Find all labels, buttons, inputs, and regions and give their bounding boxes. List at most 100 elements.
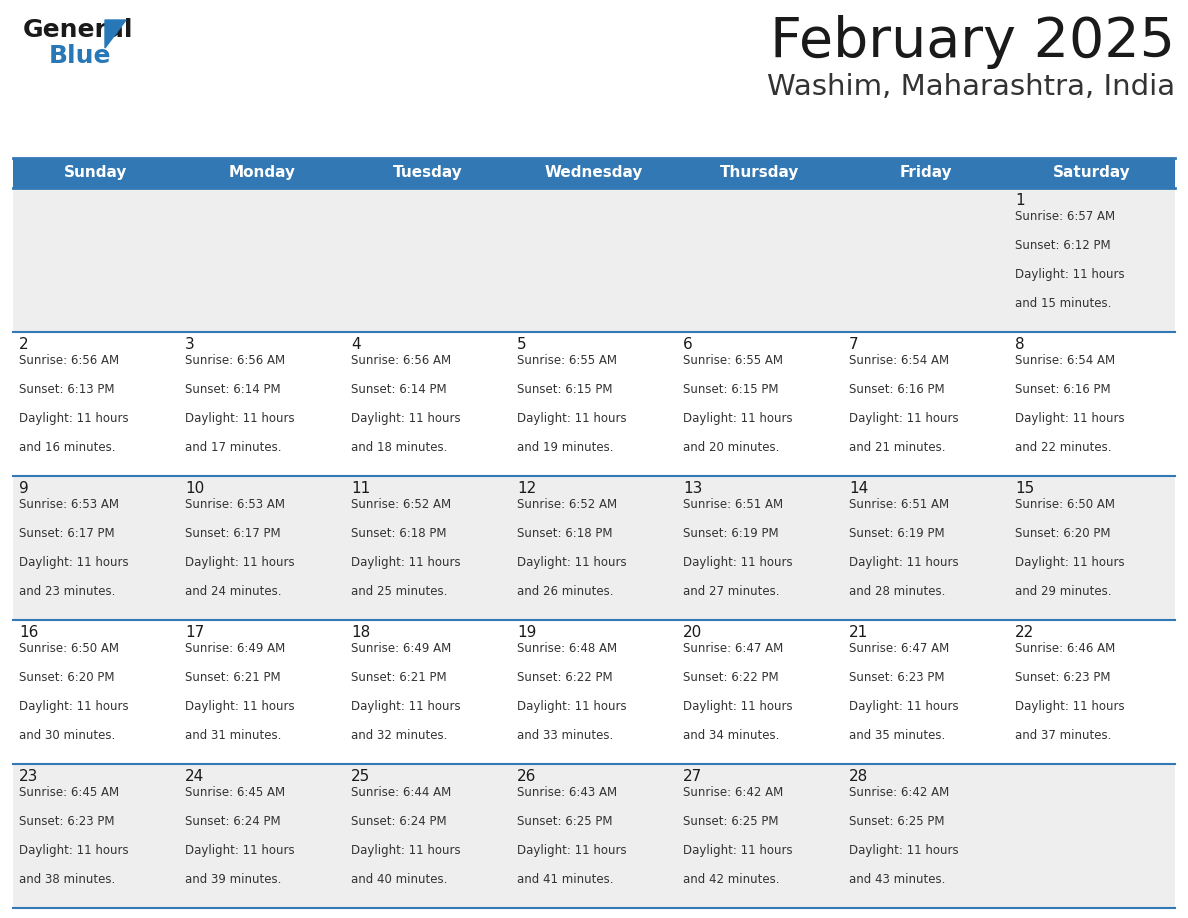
Text: Sunset: 6:23 PM: Sunset: 6:23 PM: [19, 815, 114, 828]
Text: and 15 minutes.: and 15 minutes.: [1015, 297, 1112, 310]
Text: 23: 23: [19, 769, 38, 784]
Text: Daylight: 11 hours: Daylight: 11 hours: [1015, 556, 1125, 569]
Text: Daylight: 11 hours: Daylight: 11 hours: [350, 412, 461, 425]
Bar: [677, 764, 843, 908]
Text: Daylight: 11 hours: Daylight: 11 hours: [19, 556, 128, 569]
Text: February 2025: February 2025: [770, 15, 1175, 69]
Text: Sunrise: 6:52 AM: Sunrise: 6:52 AM: [350, 498, 451, 511]
Bar: [843, 476, 1009, 620]
Text: Sunset: 6:14 PM: Sunset: 6:14 PM: [350, 383, 447, 396]
Text: and 42 minutes.: and 42 minutes.: [683, 873, 779, 886]
Bar: [511, 332, 677, 476]
Bar: [1009, 158, 1175, 188]
Text: 16: 16: [19, 625, 38, 640]
Text: Friday: Friday: [899, 165, 953, 181]
Text: Tuesday: Tuesday: [393, 165, 463, 181]
Bar: [345, 764, 511, 908]
Text: Thursday: Thursday: [720, 165, 800, 181]
Text: and 19 minutes.: and 19 minutes.: [517, 442, 613, 454]
Text: Daylight: 11 hours: Daylight: 11 hours: [683, 412, 792, 425]
Text: General: General: [23, 18, 133, 42]
Text: Daylight: 11 hours: Daylight: 11 hours: [350, 700, 461, 713]
Text: Daylight: 11 hours: Daylight: 11 hours: [1015, 412, 1125, 425]
Text: 22: 22: [1015, 625, 1035, 640]
Text: and 27 minutes.: and 27 minutes.: [683, 585, 779, 599]
Text: Sunset: 6:13 PM: Sunset: 6:13 PM: [19, 383, 114, 396]
Text: Daylight: 11 hours: Daylight: 11 hours: [683, 556, 792, 569]
Text: Sunset: 6:14 PM: Sunset: 6:14 PM: [185, 383, 280, 396]
Text: Wednesday: Wednesday: [545, 165, 643, 181]
Bar: [677, 476, 843, 620]
Text: Sunset: 6:24 PM: Sunset: 6:24 PM: [185, 815, 280, 828]
Text: Daylight: 11 hours: Daylight: 11 hours: [517, 700, 626, 713]
Text: and 21 minutes.: and 21 minutes.: [849, 442, 946, 454]
Text: Sunset: 6:18 PM: Sunset: 6:18 PM: [350, 527, 447, 540]
Text: Daylight: 11 hours: Daylight: 11 hours: [683, 700, 792, 713]
Text: and 43 minutes.: and 43 minutes.: [849, 873, 946, 886]
Text: Sunrise: 6:42 AM: Sunrise: 6:42 AM: [683, 786, 783, 799]
Text: Daylight: 11 hours: Daylight: 11 hours: [849, 700, 959, 713]
Text: Daylight: 11 hours: Daylight: 11 hours: [350, 556, 461, 569]
Text: Sunrise: 6:49 AM: Sunrise: 6:49 AM: [350, 642, 451, 655]
Text: Sunset: 6:22 PM: Sunset: 6:22 PM: [517, 671, 613, 684]
Text: 7: 7: [849, 337, 859, 352]
Text: Sunday: Sunday: [64, 165, 127, 181]
Bar: [1009, 620, 1175, 764]
Text: and 39 minutes.: and 39 minutes.: [185, 873, 282, 886]
Bar: [511, 476, 677, 620]
Bar: [179, 476, 345, 620]
Text: 14: 14: [849, 481, 868, 496]
Text: and 32 minutes.: and 32 minutes.: [350, 729, 448, 742]
Bar: [13, 332, 179, 476]
Text: 21: 21: [849, 625, 868, 640]
Text: Sunrise: 6:54 AM: Sunrise: 6:54 AM: [1015, 354, 1116, 367]
Text: Sunrise: 6:53 AM: Sunrise: 6:53 AM: [19, 498, 119, 511]
Text: 2: 2: [19, 337, 29, 352]
Bar: [345, 620, 511, 764]
Text: Sunset: 6:19 PM: Sunset: 6:19 PM: [683, 527, 778, 540]
Text: Sunrise: 6:50 AM: Sunrise: 6:50 AM: [19, 642, 119, 655]
Bar: [13, 620, 179, 764]
Bar: [13, 188, 179, 332]
Text: Sunrise: 6:45 AM: Sunrise: 6:45 AM: [185, 786, 285, 799]
Text: and 38 minutes.: and 38 minutes.: [19, 873, 115, 886]
Text: Sunrise: 6:53 AM: Sunrise: 6:53 AM: [185, 498, 285, 511]
Text: Daylight: 11 hours: Daylight: 11 hours: [350, 844, 461, 857]
Text: 25: 25: [350, 769, 371, 784]
Text: Daylight: 11 hours: Daylight: 11 hours: [683, 844, 792, 857]
Text: and 25 minutes.: and 25 minutes.: [350, 585, 448, 599]
Text: 4: 4: [350, 337, 361, 352]
Text: Daylight: 11 hours: Daylight: 11 hours: [19, 700, 128, 713]
Text: and 29 minutes.: and 29 minutes.: [1015, 585, 1112, 599]
Text: Sunset: 6:25 PM: Sunset: 6:25 PM: [849, 815, 944, 828]
Bar: [843, 332, 1009, 476]
Bar: [1009, 332, 1175, 476]
Bar: [179, 188, 345, 332]
Bar: [13, 158, 179, 188]
Text: and 35 minutes.: and 35 minutes.: [849, 729, 946, 742]
Text: Sunrise: 6:49 AM: Sunrise: 6:49 AM: [185, 642, 285, 655]
Text: Sunrise: 6:45 AM: Sunrise: 6:45 AM: [19, 786, 119, 799]
Text: Sunset: 6:24 PM: Sunset: 6:24 PM: [350, 815, 447, 828]
Text: 3: 3: [185, 337, 195, 352]
Text: and 28 minutes.: and 28 minutes.: [849, 585, 946, 599]
Bar: [179, 158, 345, 188]
Text: Sunrise: 6:56 AM: Sunrise: 6:56 AM: [19, 354, 119, 367]
Text: and 40 minutes.: and 40 minutes.: [350, 873, 448, 886]
Text: Sunset: 6:23 PM: Sunset: 6:23 PM: [1015, 671, 1111, 684]
Text: Sunset: 6:16 PM: Sunset: 6:16 PM: [849, 383, 944, 396]
Text: and 37 minutes.: and 37 minutes.: [1015, 729, 1112, 742]
Text: Daylight: 11 hours: Daylight: 11 hours: [185, 700, 295, 713]
Text: Sunrise: 6:44 AM: Sunrise: 6:44 AM: [350, 786, 451, 799]
Text: Sunset: 6:15 PM: Sunset: 6:15 PM: [683, 383, 778, 396]
Text: 26: 26: [517, 769, 536, 784]
Text: Sunrise: 6:48 AM: Sunrise: 6:48 AM: [517, 642, 617, 655]
Text: 13: 13: [683, 481, 702, 496]
Text: and 17 minutes.: and 17 minutes.: [185, 442, 282, 454]
Bar: [179, 620, 345, 764]
Text: Sunset: 6:12 PM: Sunset: 6:12 PM: [1015, 239, 1111, 252]
Text: Sunrise: 6:43 AM: Sunrise: 6:43 AM: [517, 786, 617, 799]
Text: 11: 11: [350, 481, 371, 496]
Text: 18: 18: [350, 625, 371, 640]
Text: Sunset: 6:25 PM: Sunset: 6:25 PM: [517, 815, 613, 828]
